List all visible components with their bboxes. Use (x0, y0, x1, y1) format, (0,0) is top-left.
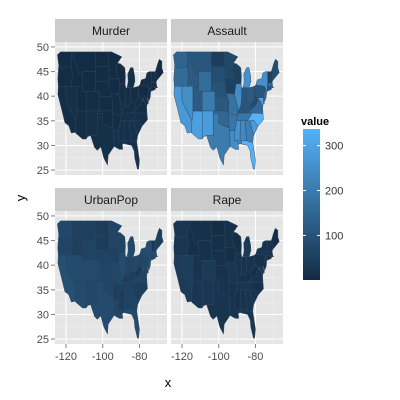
x-tick-label: -120 (171, 351, 193, 363)
state-ia (108, 247, 121, 264)
state-de (146, 266, 149, 273)
state-co (201, 260, 216, 281)
state-ks (214, 95, 229, 112)
state-nd (211, 51, 226, 67)
legend-tick-label: 100 (325, 230, 343, 242)
axes: 25 30 35 40 45 50 25 30 35 40 45 50 -120 -100 -80 -120 -… (37, 42, 264, 363)
y-tick-label: 45 (37, 236, 49, 248)
y-tick-label: 50 (37, 211, 49, 223)
state-pa (138, 84, 150, 98)
x-tick-label: -100 (92, 351, 114, 363)
state-nm (201, 279, 214, 309)
state-ms (117, 289, 125, 314)
state-tx (90, 113, 115, 166)
y-tick-label: 40 (37, 260, 49, 272)
state-ia (224, 78, 237, 95)
state-ks (214, 265, 229, 281)
state-wy (82, 71, 96, 92)
state-co (85, 91, 100, 112)
state-pa (254, 84, 266, 98)
facet-panel-assault: Assault (171, 19, 283, 175)
y-tick-label: 35 (37, 116, 49, 128)
color-legend: value 100 200 300 (301, 116, 343, 280)
state-tx (206, 113, 231, 166)
y-axis-title: y (13, 194, 28, 201)
x-axis-title: x (165, 375, 172, 390)
state-ms (117, 120, 125, 145)
y-tick-label: 45 (37, 67, 49, 79)
state-or (57, 64, 73, 87)
legend-colorbar (303, 129, 320, 280)
y-tick-label: 35 (37, 285, 49, 297)
facet-strip (171, 188, 283, 211)
state-nm (201, 110, 214, 140)
facet-strip (55, 19, 167, 42)
facet-strip-label: UrbanPop (84, 193, 138, 207)
state-tx (90, 282, 115, 335)
state-me (271, 59, 280, 82)
state-nd (95, 220, 110, 236)
x-tick-label: -80 (132, 351, 148, 363)
legend-tick-label: 200 (325, 186, 343, 198)
state-or (57, 233, 73, 256)
facet-strip-label: Assault (207, 24, 247, 38)
state-ms (233, 289, 241, 314)
state-wy (198, 71, 212, 92)
state-ia (224, 247, 237, 264)
state-nj (147, 255, 151, 271)
state-nj (147, 86, 151, 102)
state-nj (263, 86, 267, 102)
state-fl (125, 309, 140, 339)
legend-title: value (301, 116, 329, 128)
state-me (155, 227, 164, 251)
state-nd (95, 51, 110, 67)
y-tick-label: 30 (37, 140, 49, 152)
state-nm (85, 110, 98, 140)
state-fl (241, 140, 256, 170)
legend-tick-label: 300 (325, 141, 343, 153)
x-tick-label: -80 (248, 351, 264, 363)
facet-panel-urbanpop: UrbanPop (55, 188, 167, 344)
state-co (85, 260, 100, 281)
state-nd (211, 220, 226, 236)
state-ks (98, 95, 113, 112)
x-tick-label: -100 (208, 351, 230, 363)
y-tick-label: 25 (37, 165, 49, 177)
state-wy (198, 240, 212, 261)
state-me (271, 227, 280, 251)
state-pa (138, 253, 150, 267)
state-nm (85, 279, 98, 309)
state-ms (233, 120, 241, 145)
state-me (155, 59, 164, 82)
state-wy (82, 240, 96, 261)
state-de (146, 97, 149, 104)
y-tick-label: 25 (37, 334, 49, 346)
state-de (263, 97, 265, 104)
x-tick-label: -120 (55, 351, 77, 363)
facet-strip (55, 188, 167, 211)
facet-panels: Murder Assault UrbanPop Rape (55, 19, 283, 344)
facet-panel-rape: Rape (171, 188, 283, 344)
state-or (173, 233, 189, 256)
facet-strip-label: Murder (92, 24, 130, 38)
state-fl (241, 309, 256, 339)
state-fl (125, 140, 140, 170)
facet-strip (171, 19, 283, 42)
y-tick-label: 40 (37, 91, 49, 103)
state-tx (206, 282, 231, 335)
state-co (201, 91, 216, 112)
facet-strip-label: Rape (213, 193, 242, 207)
state-ia (108, 78, 121, 95)
y-tick-label: 30 (37, 309, 49, 321)
y-tick-label: 50 (37, 42, 49, 54)
state-pa (254, 253, 266, 267)
state-nj (263, 255, 267, 271)
state-de (263, 266, 265, 273)
state-or (173, 64, 189, 87)
state-ks (98, 265, 113, 281)
legend-ticks: 100 200 300 (303, 141, 343, 242)
facet-panel-murder: Murder (55, 19, 167, 175)
